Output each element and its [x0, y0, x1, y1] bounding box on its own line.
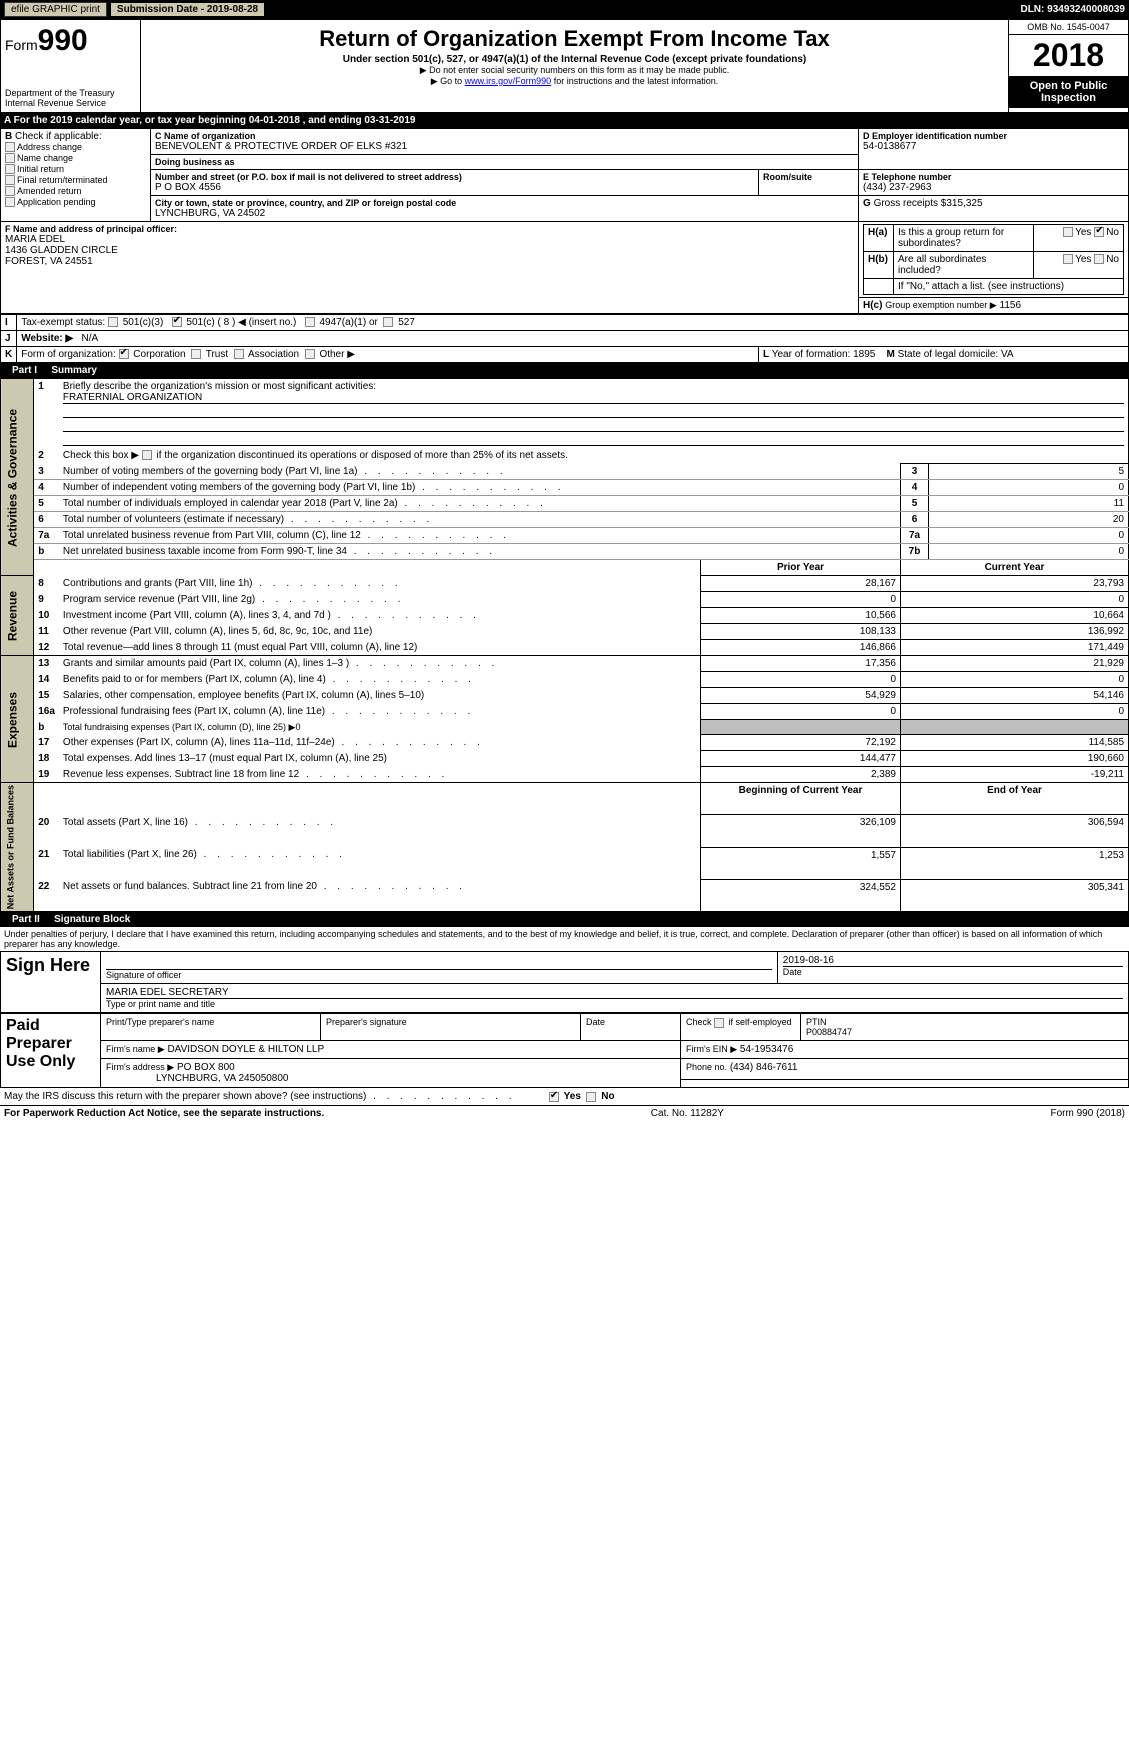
4947-checkbox[interactable] — [305, 317, 315, 327]
firm-ein: 54-1953476 — [740, 1044, 793, 1055]
officer-name-title: MARIA EDEL SECRETARY — [106, 987, 1123, 999]
irs-link[interactable]: www.irs.gov/Form990 — [465, 76, 552, 86]
ptin: P00884747 — [806, 1027, 852, 1037]
city: LYNCHBURG, VA 24502 — [155, 208, 854, 219]
top-bar: efile GRAPHIC print Submission Date - 20… — [0, 0, 1129, 19]
signature-block: Sign Here Signature of officer 2019-08-1… — [0, 951, 1129, 1013]
discontinued-checkbox[interactable] — [142, 450, 152, 460]
officer-addr1: 1436 GLADDEN CIRCLE — [5, 245, 854, 256]
rows-ijkl: I Tax-exempt status: 501(c)(3) 501(c) ( … — [0, 314, 1129, 363]
dept-label: Department of the Treasury — [5, 88, 136, 98]
street: P O BOX 4556 — [155, 182, 754, 193]
vtab-revenue: Revenue — [1, 576, 34, 656]
527-checkbox[interactable] — [383, 317, 393, 327]
state-domicile: VA — [1001, 349, 1014, 360]
officer-addr2: FOREST, VA 24551 — [5, 256, 854, 267]
year-formation: 1895 — [853, 349, 875, 360]
assoc-checkbox[interactable] — [234, 349, 244, 359]
submission-label: Submission Date - 2019-08-28 — [111, 3, 264, 16]
irs-label: Internal Revenue Service — [5, 98, 136, 108]
officer-name: MARIA EDEL — [5, 234, 854, 245]
addr-change-checkbox[interactable] — [5, 142, 15, 152]
other-checkbox[interactable] — [305, 349, 315, 359]
ein: 54-0138677 — [863, 141, 1124, 152]
amended-checkbox[interactable] — [5, 186, 15, 196]
firm-phone: (434) 846-7611 — [730, 1062, 798, 1073]
form-header: Form990 Department of the Treasury Inter… — [0, 19, 1129, 113]
initial-checkbox[interactable] — [5, 164, 15, 174]
section-b-h: B Check if applicable: Address change Na… — [0, 128, 1129, 314]
paid-preparer-block: Paid Preparer Use Only Print/Type prepar… — [0, 1013, 1129, 1088]
phone: (434) 237-2963 — [863, 182, 1124, 193]
name-change-checkbox[interactable] — [5, 153, 15, 163]
ha-no[interactable] — [1094, 227, 1104, 237]
ha-yes[interactable] — [1063, 227, 1073, 237]
website: N/A — [82, 333, 99, 344]
footer: For Paperwork Reduction Act Notice, see … — [0, 1106, 1129, 1121]
form-title: Return of Organization Exempt From Incom… — [145, 26, 1004, 52]
hb-yes[interactable] — [1063, 254, 1073, 264]
tax-year: 2018 — [1009, 35, 1128, 76]
subtitle-3: ▶ Go to www.irs.gov/Form990 for instruct… — [145, 76, 1004, 87]
vtab-net: Net Assets or Fund Balances — [1, 783, 34, 912]
501c3-checkbox[interactable] — [108, 317, 118, 327]
mission: FRATERNIAL ORGANIZATION — [63, 392, 1124, 404]
501c-checkbox[interactable] — [172, 317, 182, 327]
corp-checkbox[interactable] — [119, 349, 129, 359]
form-number: Form990 — [5, 24, 136, 58]
discuss-no[interactable] — [586, 1092, 596, 1102]
sign-here-label: Sign Here — [1, 952, 101, 1013]
dln-label: DLN: 93493240008039 — [1020, 4, 1125, 15]
perjury-text: Under penalties of perjury, I declare th… — [0, 927, 1129, 951]
gross-receipts: 315,325 — [946, 198, 982, 209]
sig-date: 2019-08-16 — [783, 955, 1123, 966]
firm-addr2: LYNCHBURG, VA 245050800 — [156, 1073, 288, 1084]
pending-checkbox[interactable] — [5, 197, 15, 207]
voting-members: 5 — [929, 464, 1129, 480]
trust-checkbox[interactable] — [191, 349, 201, 359]
part1-header: Part I Summary — [0, 363, 1129, 378]
org-name: BENEVOLENT & PROTECTIVE ORDER OF ELKS #3… — [155, 141, 854, 152]
final-checkbox[interactable] — [5, 175, 15, 185]
row-a: A For the 2019 calendar year, or tax yea… — [0, 113, 1129, 128]
firm-addr1: PO BOX 800 — [177, 1062, 235, 1073]
discuss-yes[interactable] — [549, 1092, 559, 1102]
paid-preparer-label: Paid Preparer Use Only — [1, 1014, 101, 1088]
hb-no[interactable] — [1094, 254, 1104, 264]
open-inspection: Open to Public Inspection — [1009, 76, 1128, 108]
vtab-ag: Activities & Governance — [1, 379, 34, 576]
self-employed-checkbox[interactable] — [714, 1018, 724, 1028]
efile-button[interactable]: efile GRAPHIC print — [4, 2, 107, 17]
discuss-row: May the IRS discuss this return with the… — [0, 1088, 1129, 1106]
omb-number: OMB No. 1545-0047 — [1009, 20, 1128, 35]
part1-body: Activities & Governance 1 Briefly descri… — [0, 378, 1129, 912]
part2-header: Part II Signature Block — [0, 912, 1129, 927]
vtab-expenses: Expenses — [1, 656, 34, 783]
subtitle-2: ▶ Do not enter social security numbers o… — [145, 65, 1004, 76]
subtitle-1: Under section 501(c), 527, or 4947(a)(1)… — [145, 54, 1004, 65]
group-exemption: 1156 — [1000, 300, 1022, 311]
firm-name: DAVIDSON DOYLE & HILTON LLP — [167, 1044, 324, 1055]
